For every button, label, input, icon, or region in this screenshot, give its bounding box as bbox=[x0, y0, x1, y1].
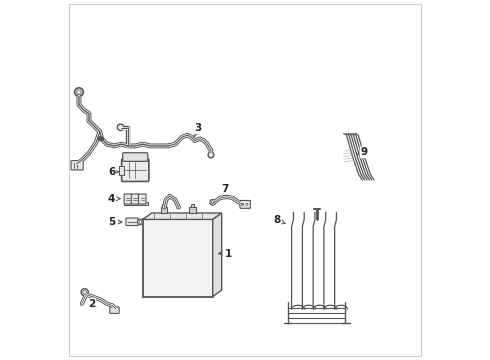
FancyBboxPatch shape bbox=[110, 307, 119, 314]
Bar bbox=[191, 204, 195, 207]
Circle shape bbox=[242, 203, 244, 206]
Text: 6: 6 bbox=[108, 167, 119, 177]
Text: 5: 5 bbox=[108, 217, 122, 227]
Circle shape bbox=[83, 291, 87, 294]
Bar bbox=[161, 207, 167, 213]
Text: 9: 9 bbox=[357, 147, 368, 157]
Bar bbox=[162, 204, 166, 207]
Text: 4: 4 bbox=[108, 194, 120, 204]
FancyBboxPatch shape bbox=[124, 194, 132, 204]
Circle shape bbox=[117, 124, 124, 131]
FancyBboxPatch shape bbox=[71, 161, 83, 170]
Text: 2: 2 bbox=[88, 299, 96, 309]
Circle shape bbox=[208, 152, 214, 158]
FancyBboxPatch shape bbox=[126, 218, 138, 226]
FancyBboxPatch shape bbox=[139, 194, 146, 204]
Text: 3: 3 bbox=[194, 123, 201, 136]
Circle shape bbox=[139, 221, 142, 224]
Text: 1: 1 bbox=[219, 248, 232, 258]
Circle shape bbox=[81, 289, 88, 296]
Circle shape bbox=[74, 88, 83, 96]
Bar bbox=[143, 220, 213, 297]
Circle shape bbox=[77, 90, 81, 94]
FancyBboxPatch shape bbox=[122, 153, 148, 161]
Bar bbox=[124, 202, 148, 205]
Polygon shape bbox=[143, 213, 221, 220]
Circle shape bbox=[98, 137, 101, 140]
FancyBboxPatch shape bbox=[240, 201, 250, 208]
Polygon shape bbox=[213, 213, 221, 297]
Text: 7: 7 bbox=[221, 184, 229, 195]
Circle shape bbox=[211, 201, 214, 204]
Circle shape bbox=[137, 219, 143, 225]
FancyBboxPatch shape bbox=[131, 194, 139, 204]
Circle shape bbox=[245, 203, 248, 206]
Text: 8: 8 bbox=[273, 215, 285, 225]
Bar bbox=[190, 207, 196, 213]
Circle shape bbox=[210, 199, 216, 205]
Circle shape bbox=[100, 137, 103, 140]
Bar bbox=[120, 166, 124, 175]
FancyBboxPatch shape bbox=[122, 159, 149, 181]
